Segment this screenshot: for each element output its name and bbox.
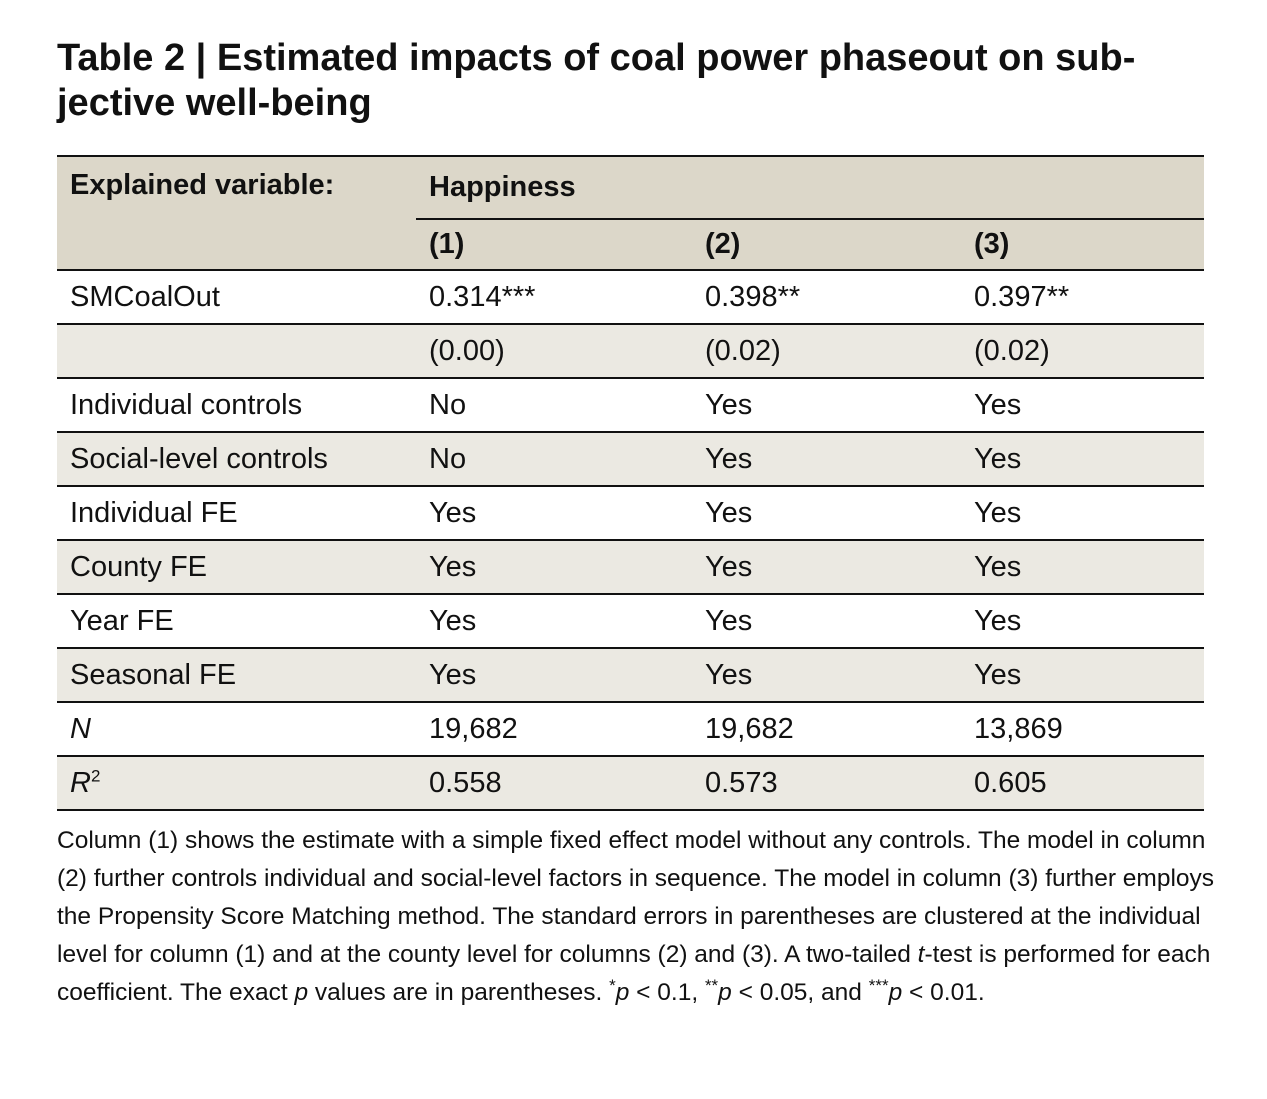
column-header-2: (2) bbox=[692, 219, 961, 271]
cell-col3: 0.397** bbox=[961, 270, 1205, 325]
cell-col2: 0.573 bbox=[692, 756, 961, 811]
cell-col1: Yes bbox=[416, 594, 692, 649]
footnote-t: t bbox=[917, 941, 925, 968]
cell-col3: Yes bbox=[961, 486, 1205, 541]
footnote-p: p bbox=[294, 979, 309, 1006]
table-row: Seasonal FE Yes Yes Yes bbox=[57, 648, 1205, 703]
cell-col1: 19,682 bbox=[416, 702, 692, 757]
row-label: Individual controls bbox=[57, 378, 416, 433]
table-row: (0.00) (0.02) (0.02) bbox=[57, 324, 1205, 379]
footnote-p: p bbox=[615, 979, 630, 1006]
table-row: County FE Yes Yes Yes bbox=[57, 540, 1205, 595]
table-row: N 19,682 19,682 13,869 bbox=[57, 702, 1205, 757]
header-row-variable: Explained variable: Happiness bbox=[57, 155, 1205, 271]
table-row: R2 0.558 0.573 0.605 bbox=[57, 756, 1205, 811]
cell-col3: 13,869 bbox=[961, 702, 1205, 757]
cell-col3: 0.605 bbox=[961, 756, 1205, 811]
row-label bbox=[57, 324, 416, 379]
cell-col1: 0.558 bbox=[416, 756, 692, 811]
explained-variable-label: Explained variable: bbox=[57, 155, 416, 271]
cell-col2: Yes bbox=[692, 648, 961, 703]
cell-col2: Yes bbox=[692, 486, 961, 541]
cell-col1: Yes bbox=[416, 486, 692, 541]
column-header-1: (1) bbox=[416, 219, 692, 271]
footnote-text: < 0.1, bbox=[629, 979, 705, 1006]
row-label: Social-level controls bbox=[57, 432, 416, 487]
cell-col1: 0.314*** bbox=[416, 270, 692, 325]
cell-col2: 19,682 bbox=[692, 702, 961, 757]
table-row: Year FE Yes Yes Yes bbox=[57, 594, 1205, 649]
cell-col1: (0.00) bbox=[416, 324, 692, 379]
cell-col2: Yes bbox=[692, 378, 961, 433]
table-row: Individual FE Yes Yes Yes bbox=[57, 486, 1205, 541]
table-title: Table 2 | Estimated impacts of coal powe… bbox=[57, 37, 1136, 124]
dependent-variable-header: Happiness bbox=[416, 155, 1205, 220]
table-footnote: Column (1) shows the estimate with a sim… bbox=[57, 822, 1217, 1012]
footnote-p: p bbox=[718, 979, 732, 1006]
cell-col1: No bbox=[416, 432, 692, 487]
column-header-3: (3) bbox=[961, 219, 1205, 271]
cell-col2: (0.02) bbox=[692, 324, 961, 379]
table-row: Social-level controls No Yes Yes bbox=[57, 432, 1205, 487]
cell-col3: Yes bbox=[961, 432, 1205, 487]
footnote-text: Column (1) shows the estimate with a sim… bbox=[57, 827, 1215, 968]
footnote-stars: *** bbox=[868, 975, 889, 995]
cell-col3: Yes bbox=[961, 594, 1205, 649]
row-label: R2 bbox=[57, 756, 416, 811]
row-label: Seasonal FE bbox=[57, 648, 416, 703]
row-label: Individual FE bbox=[57, 486, 416, 541]
footnote-text: < 0.05, and bbox=[731, 979, 869, 1006]
footnote-p: p bbox=[888, 979, 903, 1006]
cell-col3: (0.02) bbox=[961, 324, 1205, 379]
r-squared-symbol: R bbox=[70, 766, 91, 799]
row-label: County FE bbox=[57, 540, 416, 595]
cell-col1: Yes bbox=[416, 540, 692, 595]
footnote-stars: * bbox=[609, 975, 616, 995]
r-squared-exponent: 2 bbox=[90, 765, 101, 785]
cell-col3: Yes bbox=[961, 378, 1205, 433]
results-table: Explained variable: Happiness (1) (2) (3… bbox=[57, 155, 1205, 811]
row-label: Year FE bbox=[57, 594, 416, 649]
cell-col3: Yes bbox=[961, 648, 1205, 703]
cell-col1: No bbox=[416, 378, 692, 433]
header-row-columns: (1) (2) (3) bbox=[57, 219, 1205, 271]
cell-col3: Yes bbox=[961, 540, 1205, 595]
table-row: Individual controls No Yes Yes bbox=[57, 378, 1205, 433]
cell-col1: Yes bbox=[416, 648, 692, 703]
footnote-text: -test is performed for each coefficient.… bbox=[57, 941, 1211, 1006]
footnote-text: values are in parentheses. bbox=[308, 979, 610, 1006]
cell-col2: 0.398** bbox=[692, 270, 961, 325]
table-row: SMCoalOut 0.314*** 0.398** 0.397** bbox=[57, 270, 1205, 325]
cell-col2: Yes bbox=[692, 432, 961, 487]
cell-col2: Yes bbox=[692, 540, 961, 595]
footnote-text: < 0.01. bbox=[902, 979, 985, 1006]
row-label: N bbox=[57, 702, 416, 757]
row-label: SMCoalOut bbox=[57, 270, 416, 325]
footnote-stars: ** bbox=[704, 975, 719, 995]
cell-col2: Yes bbox=[692, 594, 961, 649]
